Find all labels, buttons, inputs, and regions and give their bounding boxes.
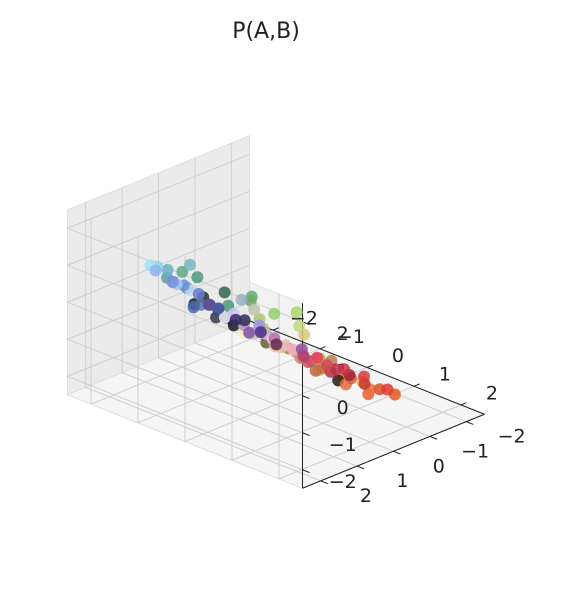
scatter-point (192, 287, 205, 300)
scatter-point (166, 276, 179, 288)
scatter-point (243, 326, 256, 339)
scatter-point (381, 383, 394, 396)
z-tick-label: 2 (337, 323, 349, 345)
x-grid-line (231, 275, 415, 461)
y-tick-mark (429, 435, 438, 440)
y-tick-label: 2 (360, 485, 372, 507)
x-tick-label: −1 (337, 326, 365, 348)
scatter-point (268, 307, 281, 320)
y-tick-mark (466, 421, 474, 425)
scatter-point (287, 343, 300, 356)
scatter-point (309, 364, 322, 377)
x-tick-label: 0 (392, 345, 404, 367)
x-tick-mark (460, 402, 467, 406)
scatter-point (338, 363, 351, 376)
scatter-point (187, 301, 200, 314)
z-tick-mark (302, 395, 310, 400)
scatter-point (191, 271, 204, 284)
x-tick-mark (413, 383, 420, 387)
scatter-point (238, 314, 251, 327)
y-tick-mark (393, 450, 401, 455)
y-grid-line (158, 172, 394, 452)
y-tick-label: 0 (433, 455, 445, 477)
z-grid-line (66, 227, 303, 397)
x-tick-label: 1 (439, 364, 451, 386)
scatter-point (184, 258, 196, 271)
scatter-point (293, 320, 306, 332)
y-tick-label: −1 (461, 441, 489, 463)
scatter-point (229, 313, 242, 326)
z-tick-mark (302, 432, 310, 437)
x-grid-line (90, 219, 274, 405)
y-grid-line (194, 157, 431, 437)
scatter-point (321, 359, 333, 372)
scatter-point (161, 263, 174, 276)
x-grid-line (184, 256, 368, 443)
scatter-point (202, 298, 215, 311)
scatter-point (270, 338, 283, 351)
x-tick-mark (272, 327, 279, 331)
scatter-point (210, 311, 223, 324)
z-tick-mark (302, 469, 310, 474)
x-tick-mark (366, 364, 373, 368)
z-grid-line (66, 190, 303, 360)
scatter-point (212, 302, 225, 315)
y-tick-mark (356, 465, 365, 470)
scatter-point (254, 326, 267, 339)
scatter-point (235, 293, 248, 306)
scatter-point (244, 294, 257, 307)
scatter-point (358, 370, 370, 383)
scatter-point (298, 328, 311, 341)
scatter-point (218, 286, 231, 299)
scatter-point (248, 303, 261, 316)
scatter-points (144, 258, 401, 401)
x-grid-line (137, 237, 321, 424)
chart-title: P(A,B) (232, 19, 300, 44)
z-grid-line (66, 301, 303, 471)
y-tick-mark (320, 480, 328, 485)
y-tick-label: 1 (396, 470, 408, 492)
scatter-point (149, 264, 162, 277)
y-grid-line (85, 202, 321, 482)
scatter-point (297, 349, 310, 362)
z-tick-label: −2 (329, 471, 357, 493)
y-grid-line (121, 187, 358, 467)
z-tick-label: −1 (329, 434, 357, 456)
x-tick-mark (319, 346, 326, 350)
scatter-point (176, 265, 189, 278)
scatter-point (290, 306, 303, 319)
scatter-point (311, 351, 323, 364)
z-tick-label: 0 (337, 397, 349, 419)
y-tick-label: −2 (498, 426, 526, 448)
x-tick-label: 2 (486, 382, 498, 404)
axis-grid (66, 143, 467, 482)
x-grid-line (278, 293, 462, 480)
